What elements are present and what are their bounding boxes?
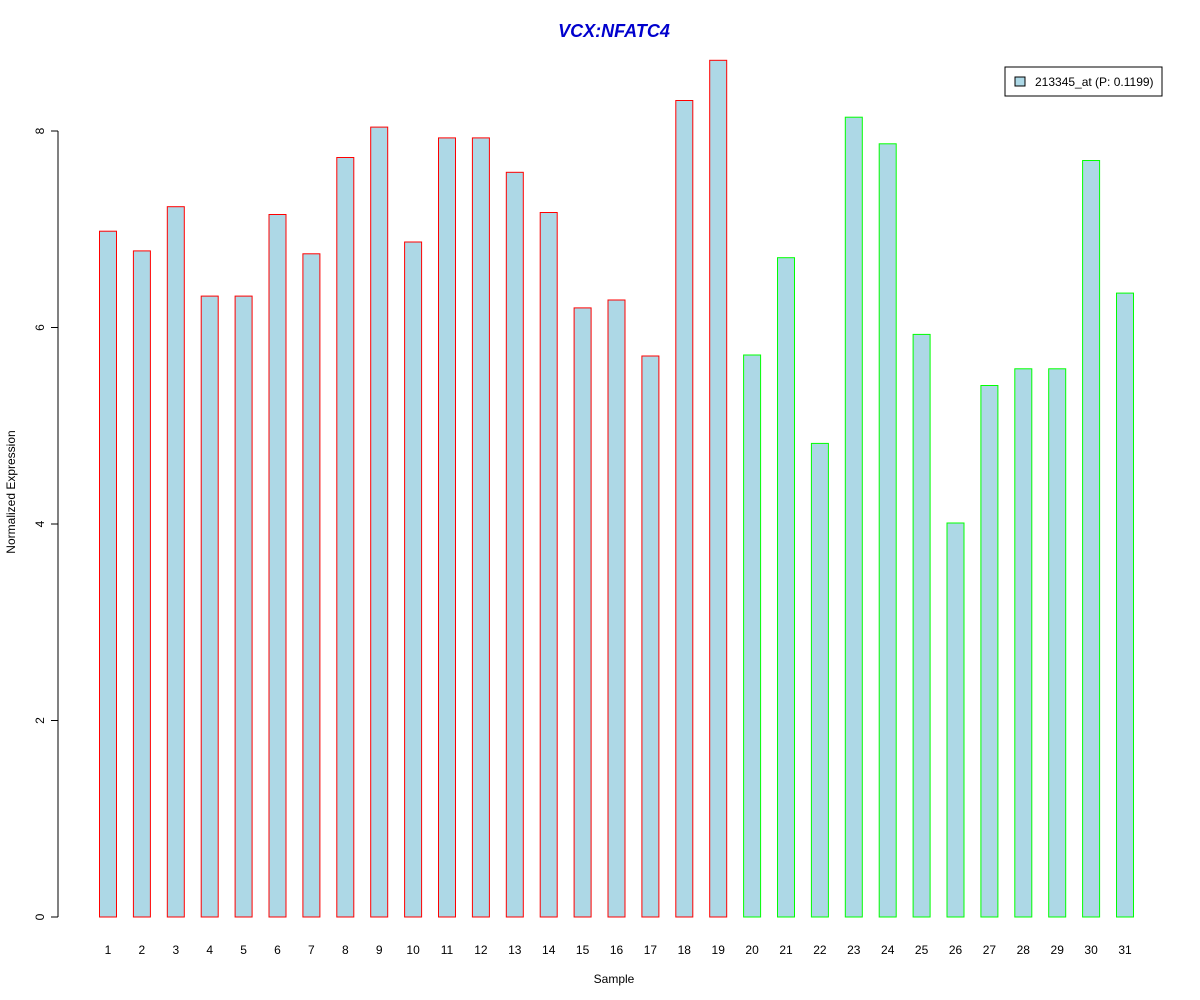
bar-sample-8 [336,157,355,918]
y-tick-label: 2 [33,717,47,724]
x-tick-label: 3 [172,943,179,957]
x-tick-label: 6 [274,943,281,957]
bar-sample-23 [844,116,863,918]
bar-sample-3 [166,206,185,918]
x-tick-label: 11 [441,943,454,957]
x-tick-label: 24 [881,943,895,957]
x-tick-label: 23 [847,943,861,957]
x-tick-label: 12 [474,943,488,957]
bar-sample-11 [438,137,456,918]
bar-sample-10 [404,241,423,918]
x-tick-label: 7 [308,943,315,957]
bar-sample-29 [1048,368,1067,918]
bar-sample-12 [471,137,490,918]
bar-sample-6 [268,214,287,918]
bar-sample-1 [99,230,117,918]
x-tick-label: 8 [342,943,349,957]
bar-sample-26 [946,522,965,918]
x-tick-label: 10 [406,943,420,957]
x-tick-label: 2 [139,943,146,957]
bar-sample-20 [743,354,762,918]
x-tick-label: 21 [779,943,793,957]
x-tick-label: 1 [105,943,112,957]
bar-sample-19 [709,59,728,918]
bar-sample-16 [607,299,626,918]
y-tick-label: 6 [33,324,47,331]
bar-sample-5 [234,295,253,918]
bar-sample-15 [573,307,592,918]
x-tick-label: 5 [240,943,247,957]
bar-sample-13 [505,171,524,918]
x-tick-label: 30 [1084,943,1098,957]
y-tick-label: 8 [33,127,47,134]
bar-sample-21 [777,257,795,918]
legend-box [1004,66,1163,97]
x-tick-label: 31 [1118,943,1132,957]
bar-sample-18 [675,100,694,918]
x-tick-label: 22 [813,943,827,957]
x-tick-label: 16 [610,943,624,957]
legend-swatch [1014,76,1026,87]
bar-sample-17 [641,355,660,918]
x-tick-label: 28 [1017,943,1031,957]
y-tick-label: 0 [33,913,47,920]
bar-sample-2 [132,250,151,918]
bar-sample-4 [200,295,219,918]
bar-sample-30 [1082,160,1101,918]
x-tick-label: 14 [542,943,556,957]
legend-label: 213345_at (P: 0.1199) [1035,75,1154,89]
y-tick-label: 4 [33,520,47,527]
bar-sample-25 [912,333,931,918]
bars [99,59,1134,918]
x-tick-label: 27 [983,943,997,957]
x-tick-label: 25 [915,943,929,957]
bar-sample-22 [810,442,829,918]
x-tick-label: 20 [745,943,759,957]
x-tick-label: 29 [1051,943,1065,957]
x-tick-label: 19 [712,943,726,957]
bar-sample-28 [1014,368,1033,918]
x-tick-label: 15 [576,943,590,957]
chart-title: VCX:NFATC4 [558,21,670,41]
y-axis: 0 2 4 6 8 [33,127,59,920]
bar-sample-14 [539,212,558,918]
bar-sample-7 [302,253,321,918]
bar-sample-24 [878,143,897,918]
bar-sample-9 [370,126,389,918]
x-axis-label: Sample [594,972,635,986]
x-tick-label: 18 [678,943,692,957]
bar-sample-31 [1116,292,1134,918]
bar-sample-27 [980,385,999,918]
legend: 213345_at (P: 0.1199) [1004,66,1163,97]
x-tick-label: 9 [376,943,383,957]
x-tick-labels: 1 2 3 4 5 6 7 8 9 10 11 12 13 14 15 16 17 18 19 20 21 22 23 24 2… [105,943,1132,957]
x-tick-label: 17 [644,943,658,957]
x-tick-label: 4 [206,943,213,957]
y-axis-label: Normalized Expression [4,430,18,553]
x-tick-label: 13 [508,943,522,957]
x-tick-label: 26 [949,943,963,957]
